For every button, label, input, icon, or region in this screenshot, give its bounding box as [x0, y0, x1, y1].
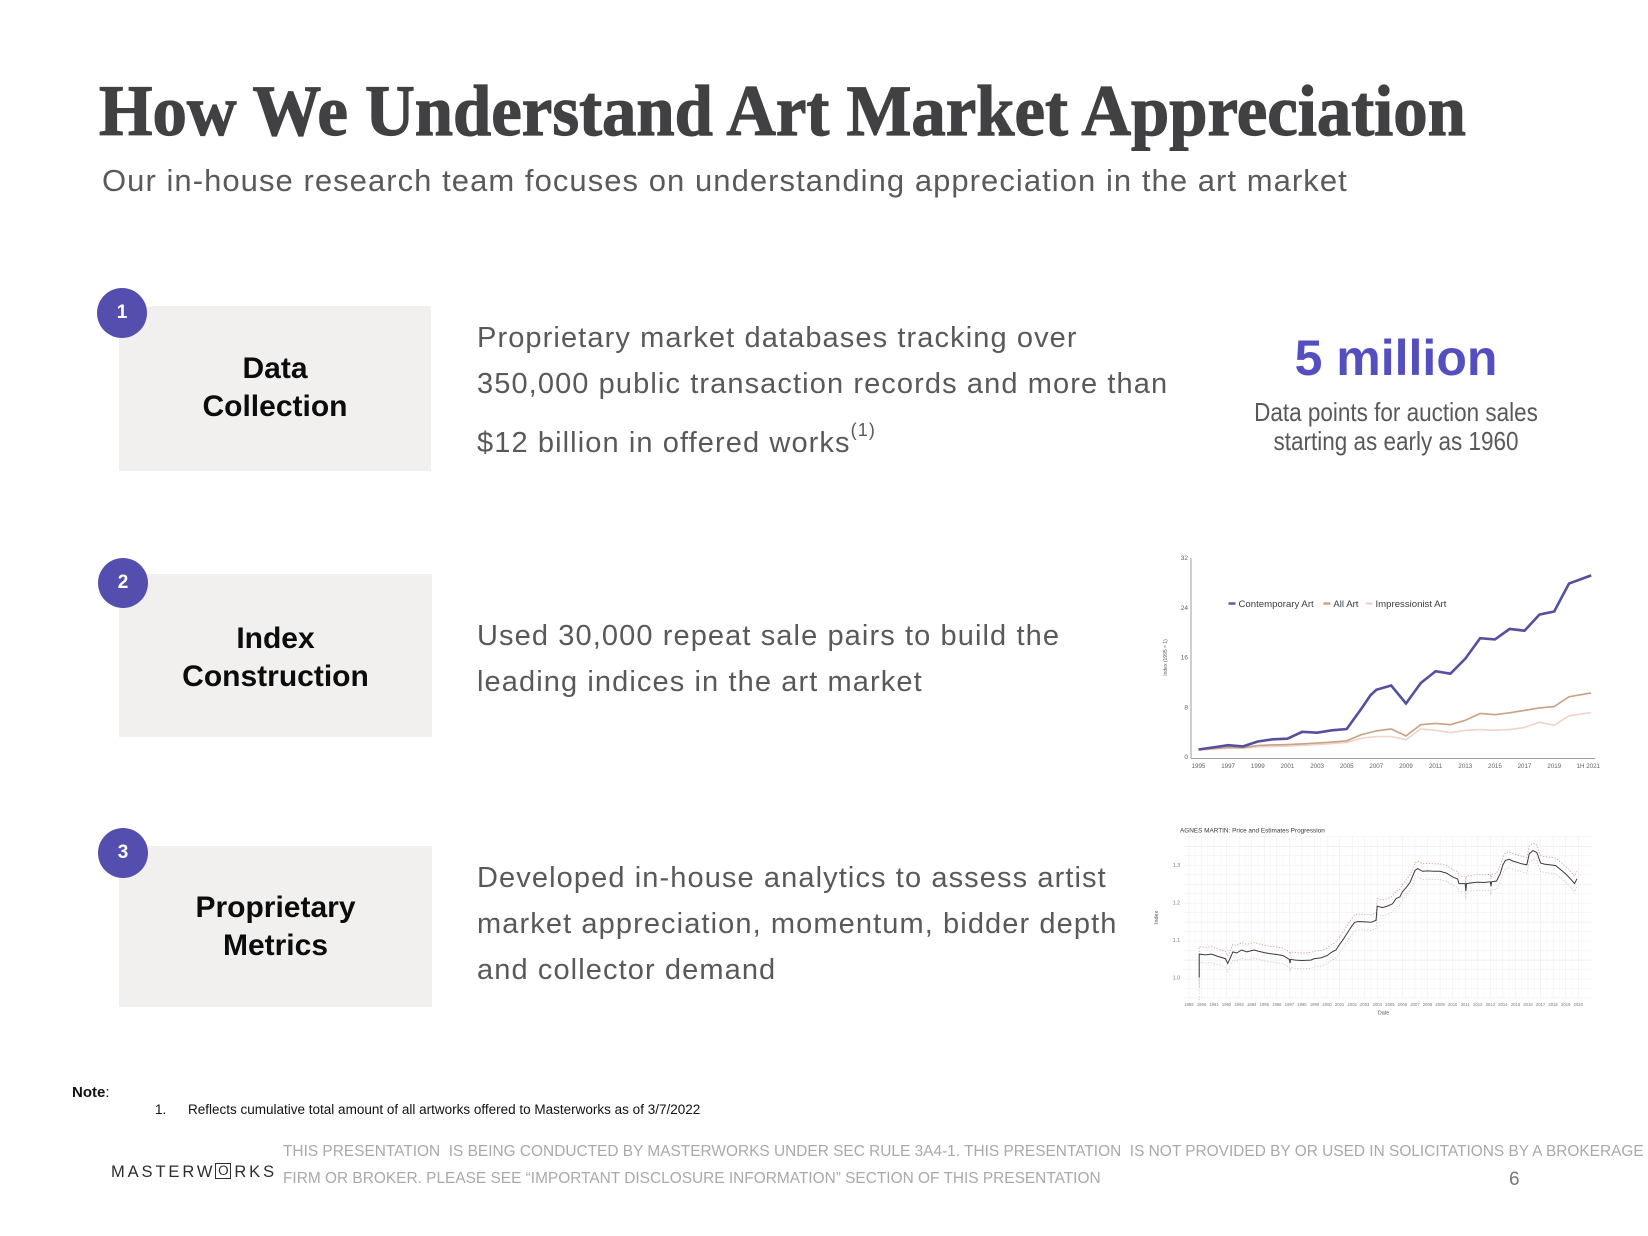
svg-text:1995: 1995: [1192, 763, 1206, 770]
svg-text:2013: 2013: [1486, 1002, 1496, 1007]
svg-text:1993: 1993: [1234, 1002, 1244, 1007]
svg-text:1991: 1991: [1209, 1002, 1219, 1007]
svg-text:1997: 1997: [1221, 763, 1235, 770]
svg-text:1996: 1996: [1272, 1002, 1282, 1007]
svg-text:2005: 2005: [1385, 1002, 1395, 1007]
svg-text:Date: Date: [1378, 1011, 1389, 1017]
svg-text:AGNES MARTIN: Price and Estima: AGNES MARTIN: Price and Estimates Progre…: [1180, 828, 1325, 835]
svg-text:2012: 2012: [1473, 1002, 1483, 1007]
svg-text:2007: 2007: [1369, 763, 1383, 770]
svg-text:2011: 2011: [1429, 763, 1443, 770]
svg-text:1999: 1999: [1310, 1002, 1320, 1007]
svg-text:Index (1995 = 1): Index (1995 = 1): [1163, 639, 1169, 676]
svg-text:2014: 2014: [1498, 1002, 1508, 1007]
svg-text:16: 16: [1181, 655, 1189, 662]
svg-text:2007: 2007: [1410, 1002, 1420, 1007]
svg-text:2010: 2010: [1448, 1002, 1458, 1007]
svg-text:2005: 2005: [1340, 763, 1354, 770]
svg-text:1992: 1992: [1222, 1002, 1232, 1007]
svg-text:2015: 2015: [1488, 763, 1502, 770]
svg-text:1995: 1995: [1260, 1002, 1270, 1007]
svg-text:2019: 2019: [1547, 763, 1561, 770]
svg-text:2004: 2004: [1373, 1002, 1383, 1007]
svg-text:2018: 2018: [1548, 1002, 1558, 1007]
svg-text:8: 8: [1184, 704, 1188, 711]
svg-text:2015: 2015: [1511, 1002, 1521, 1007]
svg-text:1.3: 1.3: [1173, 863, 1181, 869]
svg-text:2001: 2001: [1335, 1002, 1345, 1007]
svg-text:24: 24: [1181, 605, 1189, 612]
svg-text:2002: 2002: [1348, 1002, 1358, 1007]
svg-text:Contemporary Art: Contemporary Art: [1239, 599, 1315, 610]
svg-text:1998: 1998: [1297, 1002, 1307, 1007]
svg-text:1H 2021: 1H 2021: [1577, 763, 1601, 770]
svg-text:1994: 1994: [1247, 1002, 1257, 1007]
svg-text:2003: 2003: [1310, 763, 1324, 770]
svg-text:1.0: 1.0: [1173, 975, 1181, 981]
svg-text:2016: 2016: [1523, 1002, 1533, 1007]
svg-text:1999: 1999: [1251, 763, 1265, 770]
svg-text:2017: 2017: [1518, 763, 1532, 770]
svg-text:1989: 1989: [1184, 1002, 1194, 1007]
svg-text:2003: 2003: [1360, 1002, 1370, 1007]
svg-text:2020: 2020: [1574, 1002, 1584, 1007]
svg-text:2009: 2009: [1399, 763, 1413, 770]
svg-text:32: 32: [1181, 555, 1189, 562]
svg-text:1997: 1997: [1285, 1002, 1295, 1007]
svg-text:2008: 2008: [1423, 1002, 1433, 1007]
svg-text:2001: 2001: [1281, 763, 1295, 770]
svg-text:0: 0: [1184, 754, 1188, 761]
svg-text:Impressionist Art: Impressionist Art: [1376, 599, 1447, 610]
svg-text:2013: 2013: [1458, 763, 1472, 770]
svg-text:1990: 1990: [1197, 1002, 1207, 1007]
svg-text:2011: 2011: [1461, 1002, 1471, 1007]
svg-text:1.1: 1.1: [1173, 938, 1181, 944]
svg-text:1.2: 1.2: [1173, 900, 1181, 906]
svg-text:Index: Index: [1154, 911, 1160, 924]
svg-text:All Art: All Art: [1333, 599, 1358, 610]
svg-text:2017: 2017: [1536, 1002, 1546, 1007]
svg-text:2009: 2009: [1435, 1002, 1445, 1007]
svg-text:2000: 2000: [1322, 1002, 1332, 1007]
svg-text:2006: 2006: [1398, 1002, 1408, 1007]
svg-text:2019: 2019: [1561, 1002, 1571, 1007]
